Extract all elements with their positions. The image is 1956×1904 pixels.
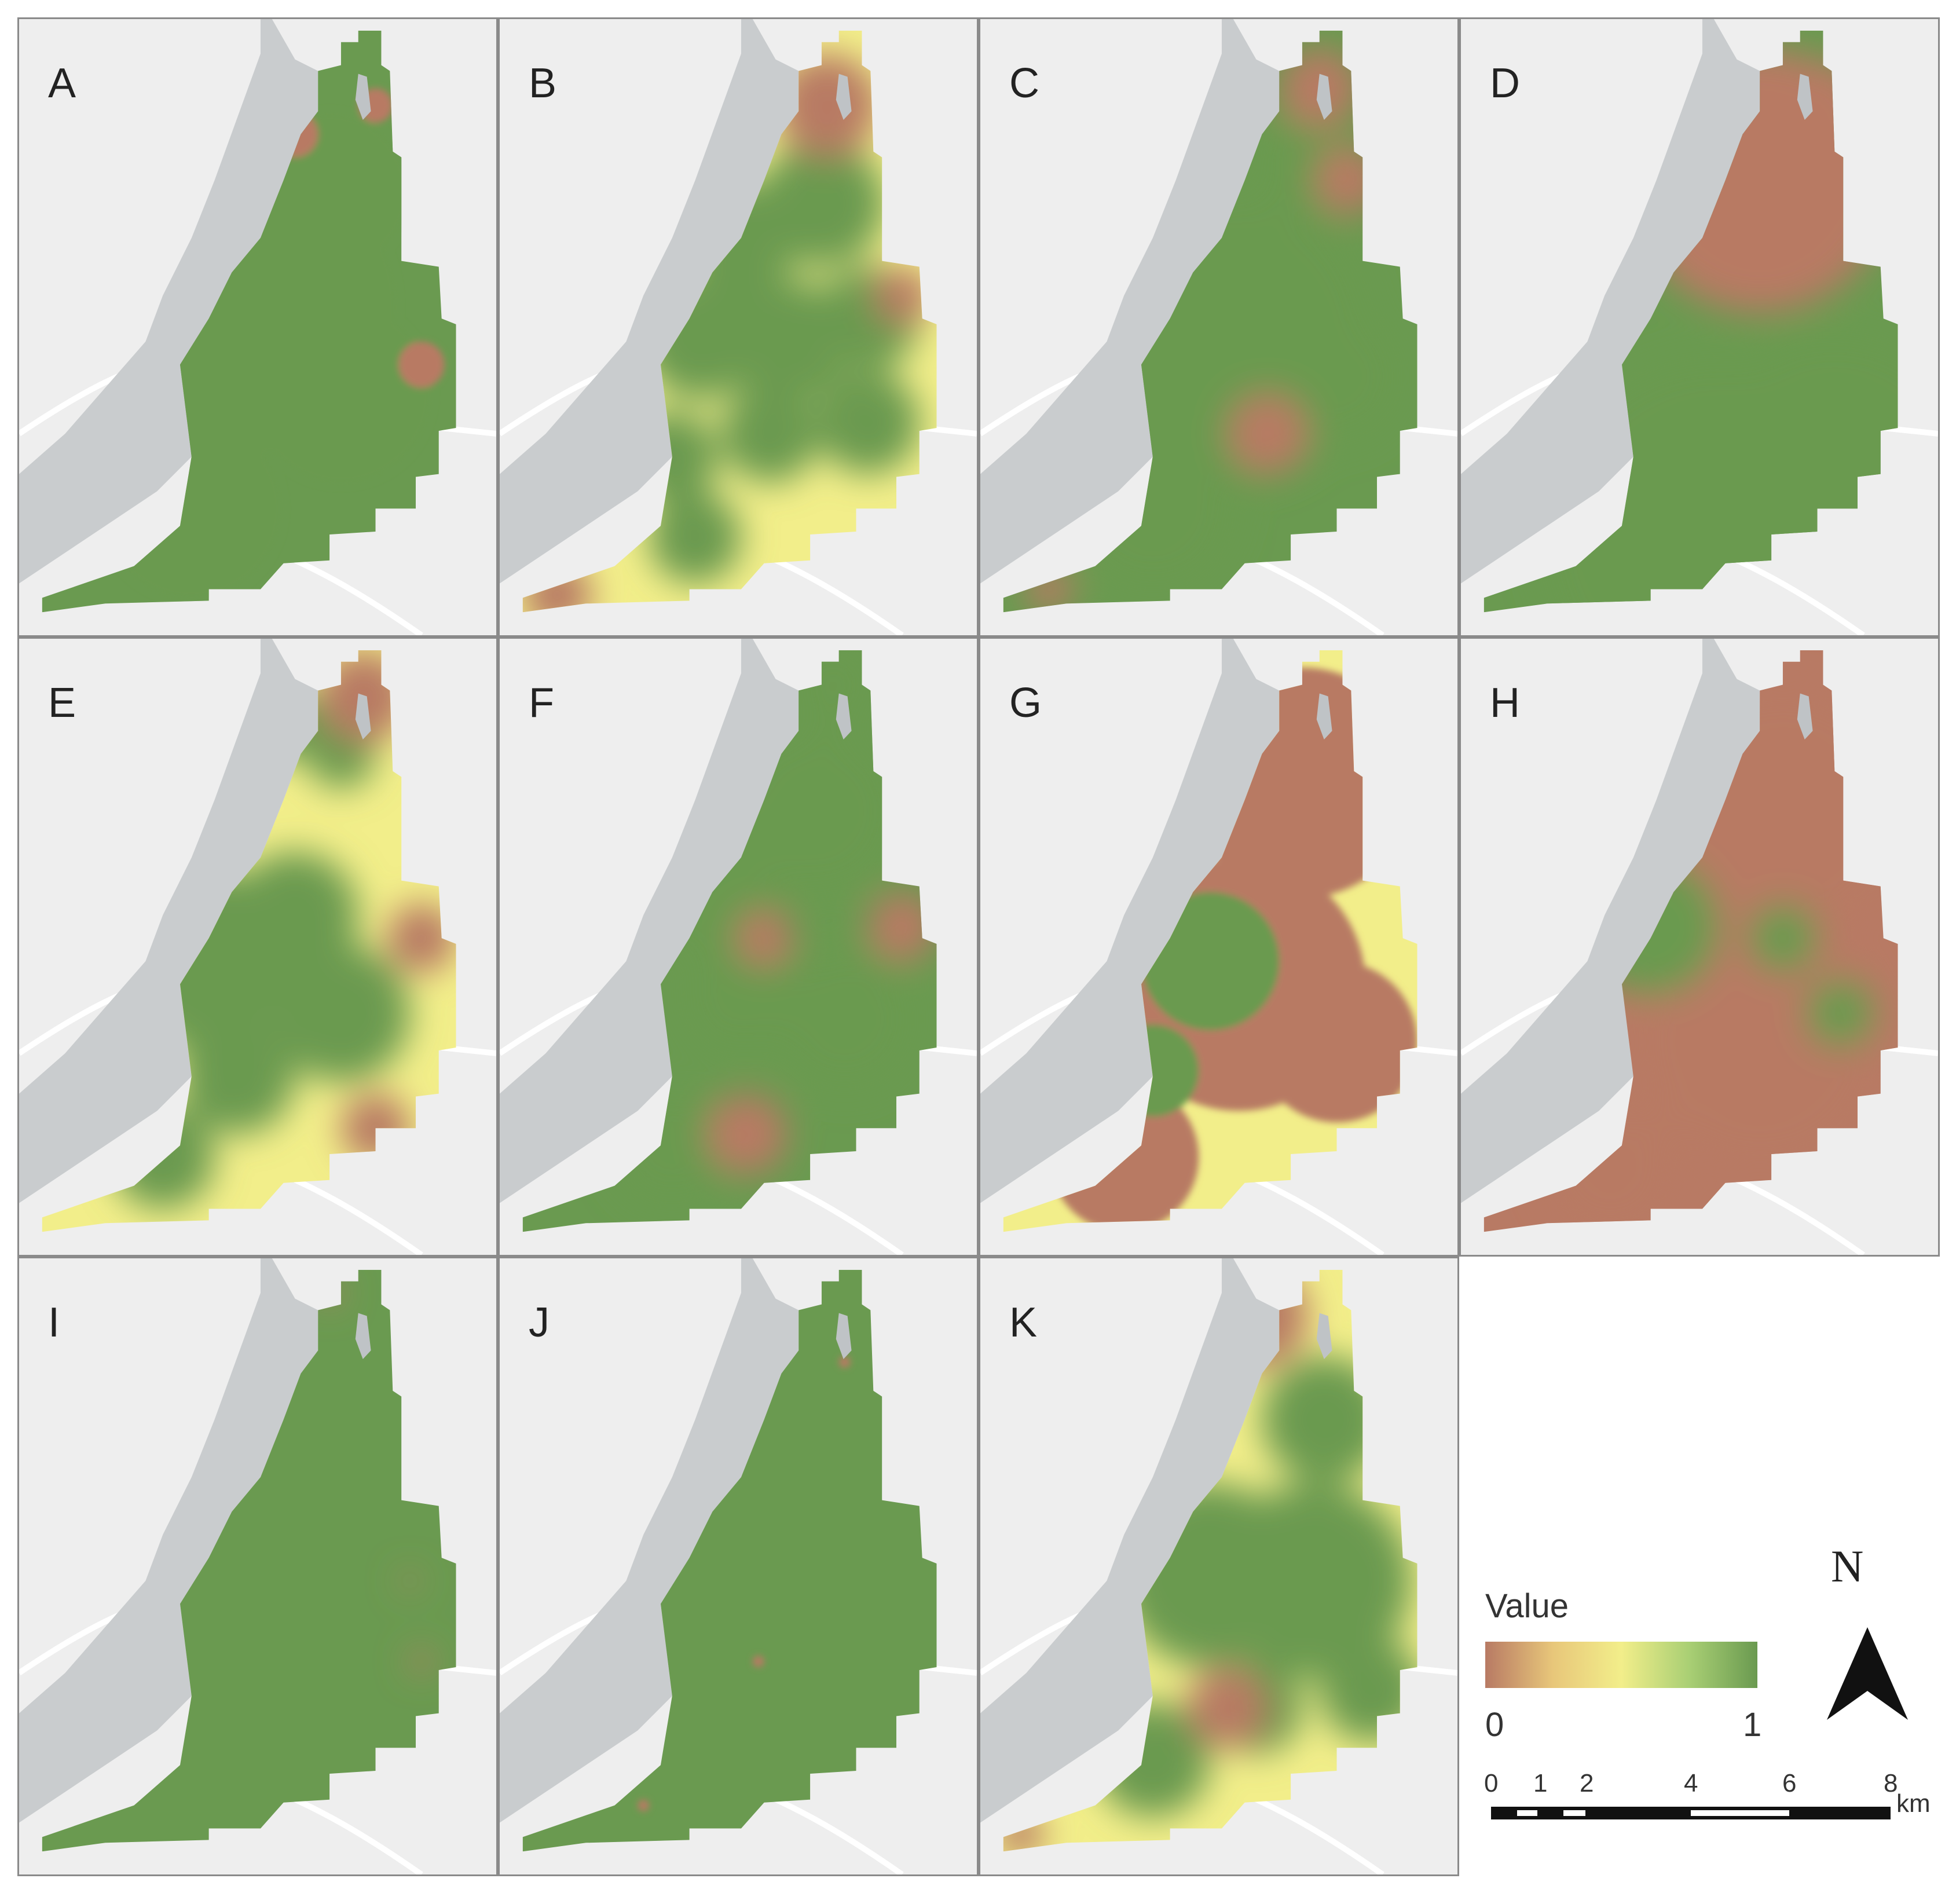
- panel-label: K: [1009, 1299, 1038, 1346]
- scale-tick-label: 0: [1484, 1769, 1499, 1797]
- legend-max-label: 1: [1743, 1706, 1762, 1744]
- map-canvas: [19, 19, 496, 635]
- legend-min-label: 0: [1485, 1706, 1504, 1744]
- map-panel-e: E: [17, 637, 498, 1257]
- map-canvas: [19, 1258, 496, 1874]
- map-panel-h: H: [1459, 637, 1940, 1257]
- panel-label: H: [1490, 680, 1520, 726]
- map-canvas: [1461, 19, 1938, 635]
- panel-label: G: [1009, 680, 1042, 726]
- panel-label: E: [48, 680, 76, 726]
- north-label: N: [1831, 1541, 1864, 1591]
- scale-unit-label: km: [1896, 1789, 1931, 1818]
- map-panel-i: I: [17, 1257, 498, 1876]
- map-panel-c: C: [979, 17, 1459, 637]
- panel-label: B: [529, 60, 557, 107]
- map-canvas: [500, 19, 977, 635]
- panel-label: D: [1490, 60, 1520, 107]
- legend-title: Value: [1485, 1587, 1569, 1625]
- map-canvas: [19, 639, 496, 1255]
- map-panel-j: J: [498, 1257, 979, 1876]
- panel-label: I: [48, 1299, 60, 1346]
- panel-label: A: [48, 60, 76, 107]
- scale-tick-label: 8: [1884, 1769, 1898, 1797]
- panel-label: C: [1009, 60, 1039, 107]
- map-canvas: [500, 1258, 977, 1874]
- map-panel-g: G: [979, 637, 1459, 1257]
- map-panel-k: K: [979, 1257, 1459, 1876]
- map-panel-f: F: [498, 637, 979, 1257]
- scale-tick-label: 4: [1684, 1769, 1698, 1797]
- map-canvas: [980, 1258, 1457, 1874]
- map-canvas: [500, 639, 977, 1255]
- map-canvas: [1461, 639, 1938, 1255]
- scale-tick-label: 1: [1533, 1769, 1548, 1797]
- scale-bar: [1491, 1807, 1891, 1819]
- scale-tick-label: 2: [1580, 1769, 1594, 1797]
- scale-tick-label: 6: [1782, 1769, 1797, 1797]
- north-arrow-icon: [1827, 1627, 1908, 1720]
- map-panel-b: B: [498, 17, 979, 637]
- map-panel-d: D: [1459, 17, 1940, 637]
- panel-label: F: [529, 680, 554, 726]
- map-panel-a: A: [17, 17, 498, 637]
- panel-label: J: [529, 1299, 550, 1346]
- map-canvas: [980, 19, 1457, 635]
- map-canvas: [980, 639, 1457, 1255]
- map-legend: Value 0 1 N 0 1 2 4 6 8 km: [1459, 1540, 1934, 1865]
- legend-color-ramp: [1485, 1642, 1757, 1688]
